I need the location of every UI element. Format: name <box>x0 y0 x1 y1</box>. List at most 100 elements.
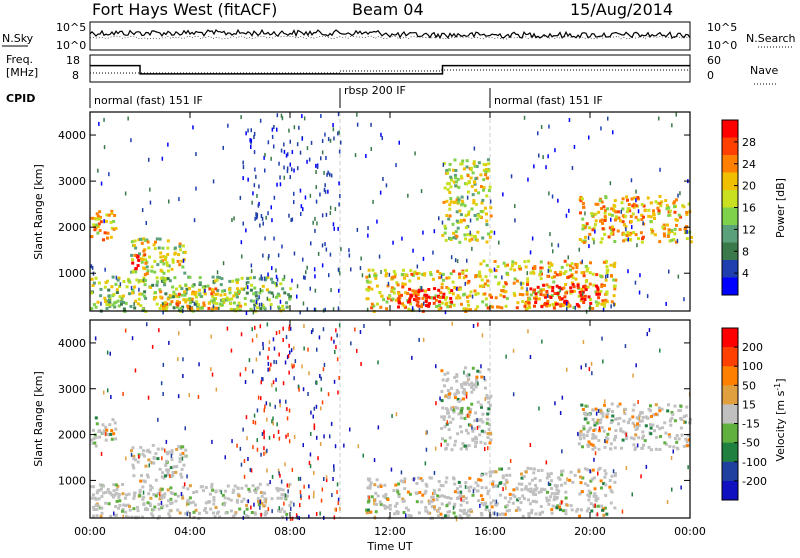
noise-pt-262 <box>278 436 281 441</box>
ytick-label-2: 2000 <box>58 221 86 234</box>
cell-64 <box>154 452 158 456</box>
noise-pt-144 <box>631 225 633 230</box>
cell-1031 <box>570 281 574 285</box>
cell-457 <box>189 306 193 310</box>
cell-610 <box>454 230 458 234</box>
noise-pt-413 <box>195 152 197 157</box>
cell-1081 <box>649 423 652 427</box>
cell-1094 <box>486 284 490 288</box>
cell-1423 <box>653 217 656 220</box>
cpid-segment-2: rbsp 200 IF <box>344 84 406 97</box>
noise-pt-42 <box>184 426 186 431</box>
cell-1231 <box>609 442 613 446</box>
cell-758 <box>404 506 408 510</box>
cell-1121 <box>611 410 614 413</box>
noise-pt-353 <box>267 507 270 512</box>
cell-46 <box>146 475 150 479</box>
noise-pt-273 <box>244 380 247 384</box>
noise-pt-74 <box>145 221 147 225</box>
cell-16 <box>91 428 95 432</box>
cell-1447 <box>658 240 662 244</box>
cell-1097 <box>539 260 543 264</box>
noise-pt-79 <box>248 358 251 363</box>
noise-pt-351 <box>585 363 587 368</box>
cell-57 <box>143 238 147 242</box>
cell-205 <box>216 289 220 292</box>
cell-1436 <box>585 222 589 226</box>
cell-455 <box>448 436 452 440</box>
power-data <box>90 112 693 315</box>
noise-pt-327 <box>110 395 112 399</box>
cell-412 <box>456 397 460 401</box>
cell-593 <box>420 500 424 504</box>
noise-pt-217 <box>240 115 242 120</box>
cell-31 <box>90 438 94 442</box>
noise-pt-403 <box>323 477 325 481</box>
cell-718 <box>469 485 473 489</box>
noise-pt-406 <box>561 449 563 454</box>
cell-584 <box>463 204 467 208</box>
cell-1393 <box>689 240 693 244</box>
noise-pt-173 <box>464 281 466 286</box>
cell-218 <box>118 285 122 288</box>
cell-704 <box>472 487 476 491</box>
noise-pt-202 <box>624 344 627 349</box>
cell-572 <box>460 406 464 410</box>
cell-732 <box>438 506 441 510</box>
noise-pt-61 <box>373 501 375 506</box>
noise-pt-67 <box>360 256 362 261</box>
cell-1158 <box>673 437 677 440</box>
noise-pt-255 <box>98 121 100 126</box>
noise-pt-410 <box>349 427 351 432</box>
cell-660 <box>449 237 453 241</box>
cell-1247 <box>542 283 546 287</box>
noise-pt-253 <box>188 393 190 398</box>
cell-1187 <box>583 417 587 421</box>
cell-1054 <box>643 439 647 443</box>
cell-116 <box>142 249 146 253</box>
cell-501 <box>212 297 216 301</box>
noise-pt-71 <box>272 337 275 342</box>
cell-833 <box>490 505 494 509</box>
cell-841 <box>372 304 376 308</box>
cell-1476 <box>613 240 617 243</box>
cell-18 <box>101 423 105 427</box>
cell-606 <box>470 509 473 513</box>
noise-pt-196 <box>304 275 306 280</box>
cell-777 <box>420 303 424 307</box>
noise-pt-280 <box>109 351 111 356</box>
cell-416 <box>252 292 256 296</box>
cell-135 <box>288 504 292 507</box>
cell-26 <box>93 228 97 232</box>
noise-pt-146 <box>323 187 326 192</box>
cell-993 <box>552 280 556 284</box>
cell-437 <box>228 291 232 295</box>
cell-933 <box>545 304 549 308</box>
cell-80 <box>143 273 147 277</box>
cell-1078 <box>600 426 604 429</box>
noise-pt-100 <box>370 122 372 127</box>
cell-1128 <box>601 414 605 418</box>
noise-pt-182 <box>476 418 478 423</box>
cell-982 <box>521 293 525 297</box>
cell-1003 <box>574 277 578 281</box>
cell-752 <box>397 482 401 486</box>
cell-928 <box>555 496 559 499</box>
noise-pt-150 <box>125 456 127 461</box>
noise-pt-86 <box>310 140 313 145</box>
cell-1203 <box>576 283 580 287</box>
noise-pt-160 <box>304 195 307 200</box>
cell-426 <box>465 428 468 432</box>
cell-669 <box>445 496 449 499</box>
cell-340 <box>270 497 274 501</box>
cell-816 <box>514 509 518 512</box>
cell-380 <box>107 294 111 298</box>
noise-pt-245 <box>138 454 140 459</box>
cell-179 <box>235 498 239 502</box>
cell-558 <box>455 198 459 202</box>
cell-1365 <box>673 200 677 204</box>
noise-pt-371 <box>587 235 590 240</box>
noise-pt-292 <box>242 165 245 170</box>
cell-1215 <box>539 289 543 293</box>
velocity-data <box>90 320 692 522</box>
